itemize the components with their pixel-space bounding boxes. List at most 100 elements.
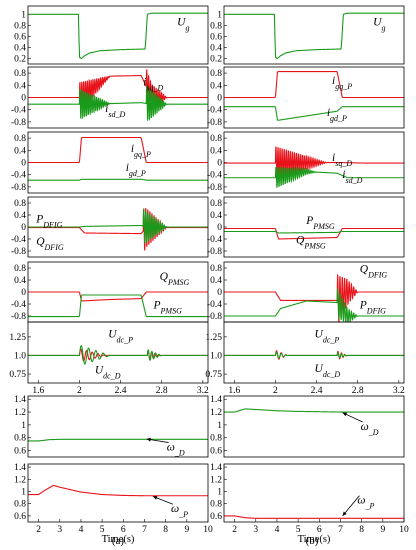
series-label-subscript: _P [178,510,188,519]
x-tick-label: 1.6 [32,386,44,396]
x-tick-label: 2 [77,386,82,396]
y-tick-label: 1.2 [14,408,26,418]
series-label-subscript: _D [368,428,379,437]
y-tick-label: 0 [21,159,26,169]
y-tick-label: 1.4 [210,395,222,405]
series-green-line [224,12,404,60]
series-green-line [28,12,208,60]
y-tick-label: 0.8 [210,134,222,144]
series-green-line [28,345,208,365]
series-label: QDFIG [360,264,388,280]
x-tick-label: 1.6 [228,386,240,396]
panel-frame [223,196,405,258]
series-label: PDFIG [359,300,386,316]
y-tick-label: 1 [21,487,26,497]
panel-frame [223,395,405,458]
series-red-line [224,146,404,180]
panel-7: -0.8 -0.4 0 0.4 0.8 PPMSG QPMSG [207,196,405,258]
y-tick-label: 0.8 [210,500,222,510]
series-label-subscript: dc_D [103,371,121,380]
panel-11: 0.75 1.0 1.25 1.6 2 2.4 2.8 3.2 Udc_P Udc_D [205,321,405,396]
y-tick-label: 0.8 [210,21,222,31]
series-red-line [224,227,404,240]
y-tick-label: 0.8 [14,264,26,274]
x-tick-label: 9 [184,525,189,535]
y-tick-label: -0.8 [11,118,26,128]
panel-frame [27,131,209,194]
series-label: QPMSG [296,235,326,251]
panel-4: -0.8 -0.4 0 0.4 0.8 igq_P igd_P [11,131,209,194]
series-label-subscript: sq_D [335,158,352,167]
series-green-line [28,178,208,181]
y-tick-label: 0.8 [14,69,26,79]
label-arrow [342,495,360,517]
x-tick-label: 4 [79,525,84,535]
y-tick-label: 0 [21,94,26,104]
y-tick-label: 0 [217,223,222,233]
x-tick-label: 5 [296,525,301,535]
x-tick-label: 4 [275,525,280,535]
series-label: isd_D [105,103,125,119]
x-tick-label: 2 [273,386,278,396]
y-tick-label: 0 [217,288,222,298]
y-tick-label: -0.8 [11,312,26,322]
series-label-subscript: sq_D [146,83,163,92]
series-green-line [224,351,404,359]
panel-8: -0.8 -0.4 0 0.4 0.8 QPMSG PPMSG [11,261,209,323]
y-tick-label: -0.4 [11,300,26,310]
series-label-subscript: PMSG [303,241,326,250]
y-tick-label: 0.8 [210,434,222,444]
y-tick-label: -0.4 [207,300,222,310]
y-tick-label: 0 [21,288,26,298]
series-label-subscript: sd_D [108,110,125,119]
y-tick-label: 1.2 [14,475,26,485]
y-tick-label: 1 [21,10,26,20]
y-tick-label: 0.4 [210,276,222,286]
series-label: Udc_P [108,329,133,345]
y-tick-label: 0.8 [14,21,26,31]
series-label-subscript: DFIG [42,220,62,229]
series-label-subscript: dc_D [323,369,341,378]
x-tick-label: 3 [253,525,258,535]
series-label-subscript: dc_P [323,335,340,344]
label-arrowhead [342,412,348,417]
series-red-line [28,69,208,112]
panel-10: 0.75 1.0 1.25 1.6 2 2.4 2.8 3.2 Udc_P Udc_D [9,321,209,396]
y-tick-label: 0.4 [210,81,222,91]
label-arrowhead [152,496,158,500]
series-label: igq_P [131,143,151,159]
panel-13: 0.6 0.8 1 1.2 1.4 ω_D [210,395,405,458]
series-label: igd_P [327,107,347,123]
x-axis-label: Time(s) [298,534,331,545]
y-tick-label: 1 [21,421,26,431]
series-green-line [224,230,404,234]
series-red-line [224,273,404,322]
y-tick-label: 0.4 [14,43,26,53]
series-label: ω_P [357,495,374,511]
series-label-subscript: g [381,23,385,32]
caption-a: (a) [112,535,125,547]
label-arrowhead [146,437,151,442]
y-tick-label: 0.2 [210,54,222,64]
series-label: Udc_D [95,364,121,380]
y-tick-label: -0.8 [207,183,222,193]
x-tick-label: 3.2 [393,386,405,396]
y-tick-label: 0.4 [210,43,222,53]
series-green-line [224,165,404,188]
x-tick-label: 7 [142,525,147,535]
panel-frame [27,66,209,129]
y-tick-label: 0.4 [14,146,26,156]
y-tick-label: -0.4 [11,106,26,116]
y-tick-label: 0 [217,94,222,104]
panel-12: 0.6 0.8 1 1.2 1.4 ω_D [14,395,209,458]
x-tick-label: 3 [57,525,62,535]
series-red-line [224,515,404,519]
y-tick-label: 0 [217,159,222,169]
x-tick-label: 2.4 [311,386,323,396]
y-tick-label: 1 [217,10,222,20]
panel-frame [223,5,405,65]
series-label: Ug [373,16,385,32]
y-tick-label: -0.4 [207,106,222,116]
x-tick-label: 2.4 [115,386,127,396]
